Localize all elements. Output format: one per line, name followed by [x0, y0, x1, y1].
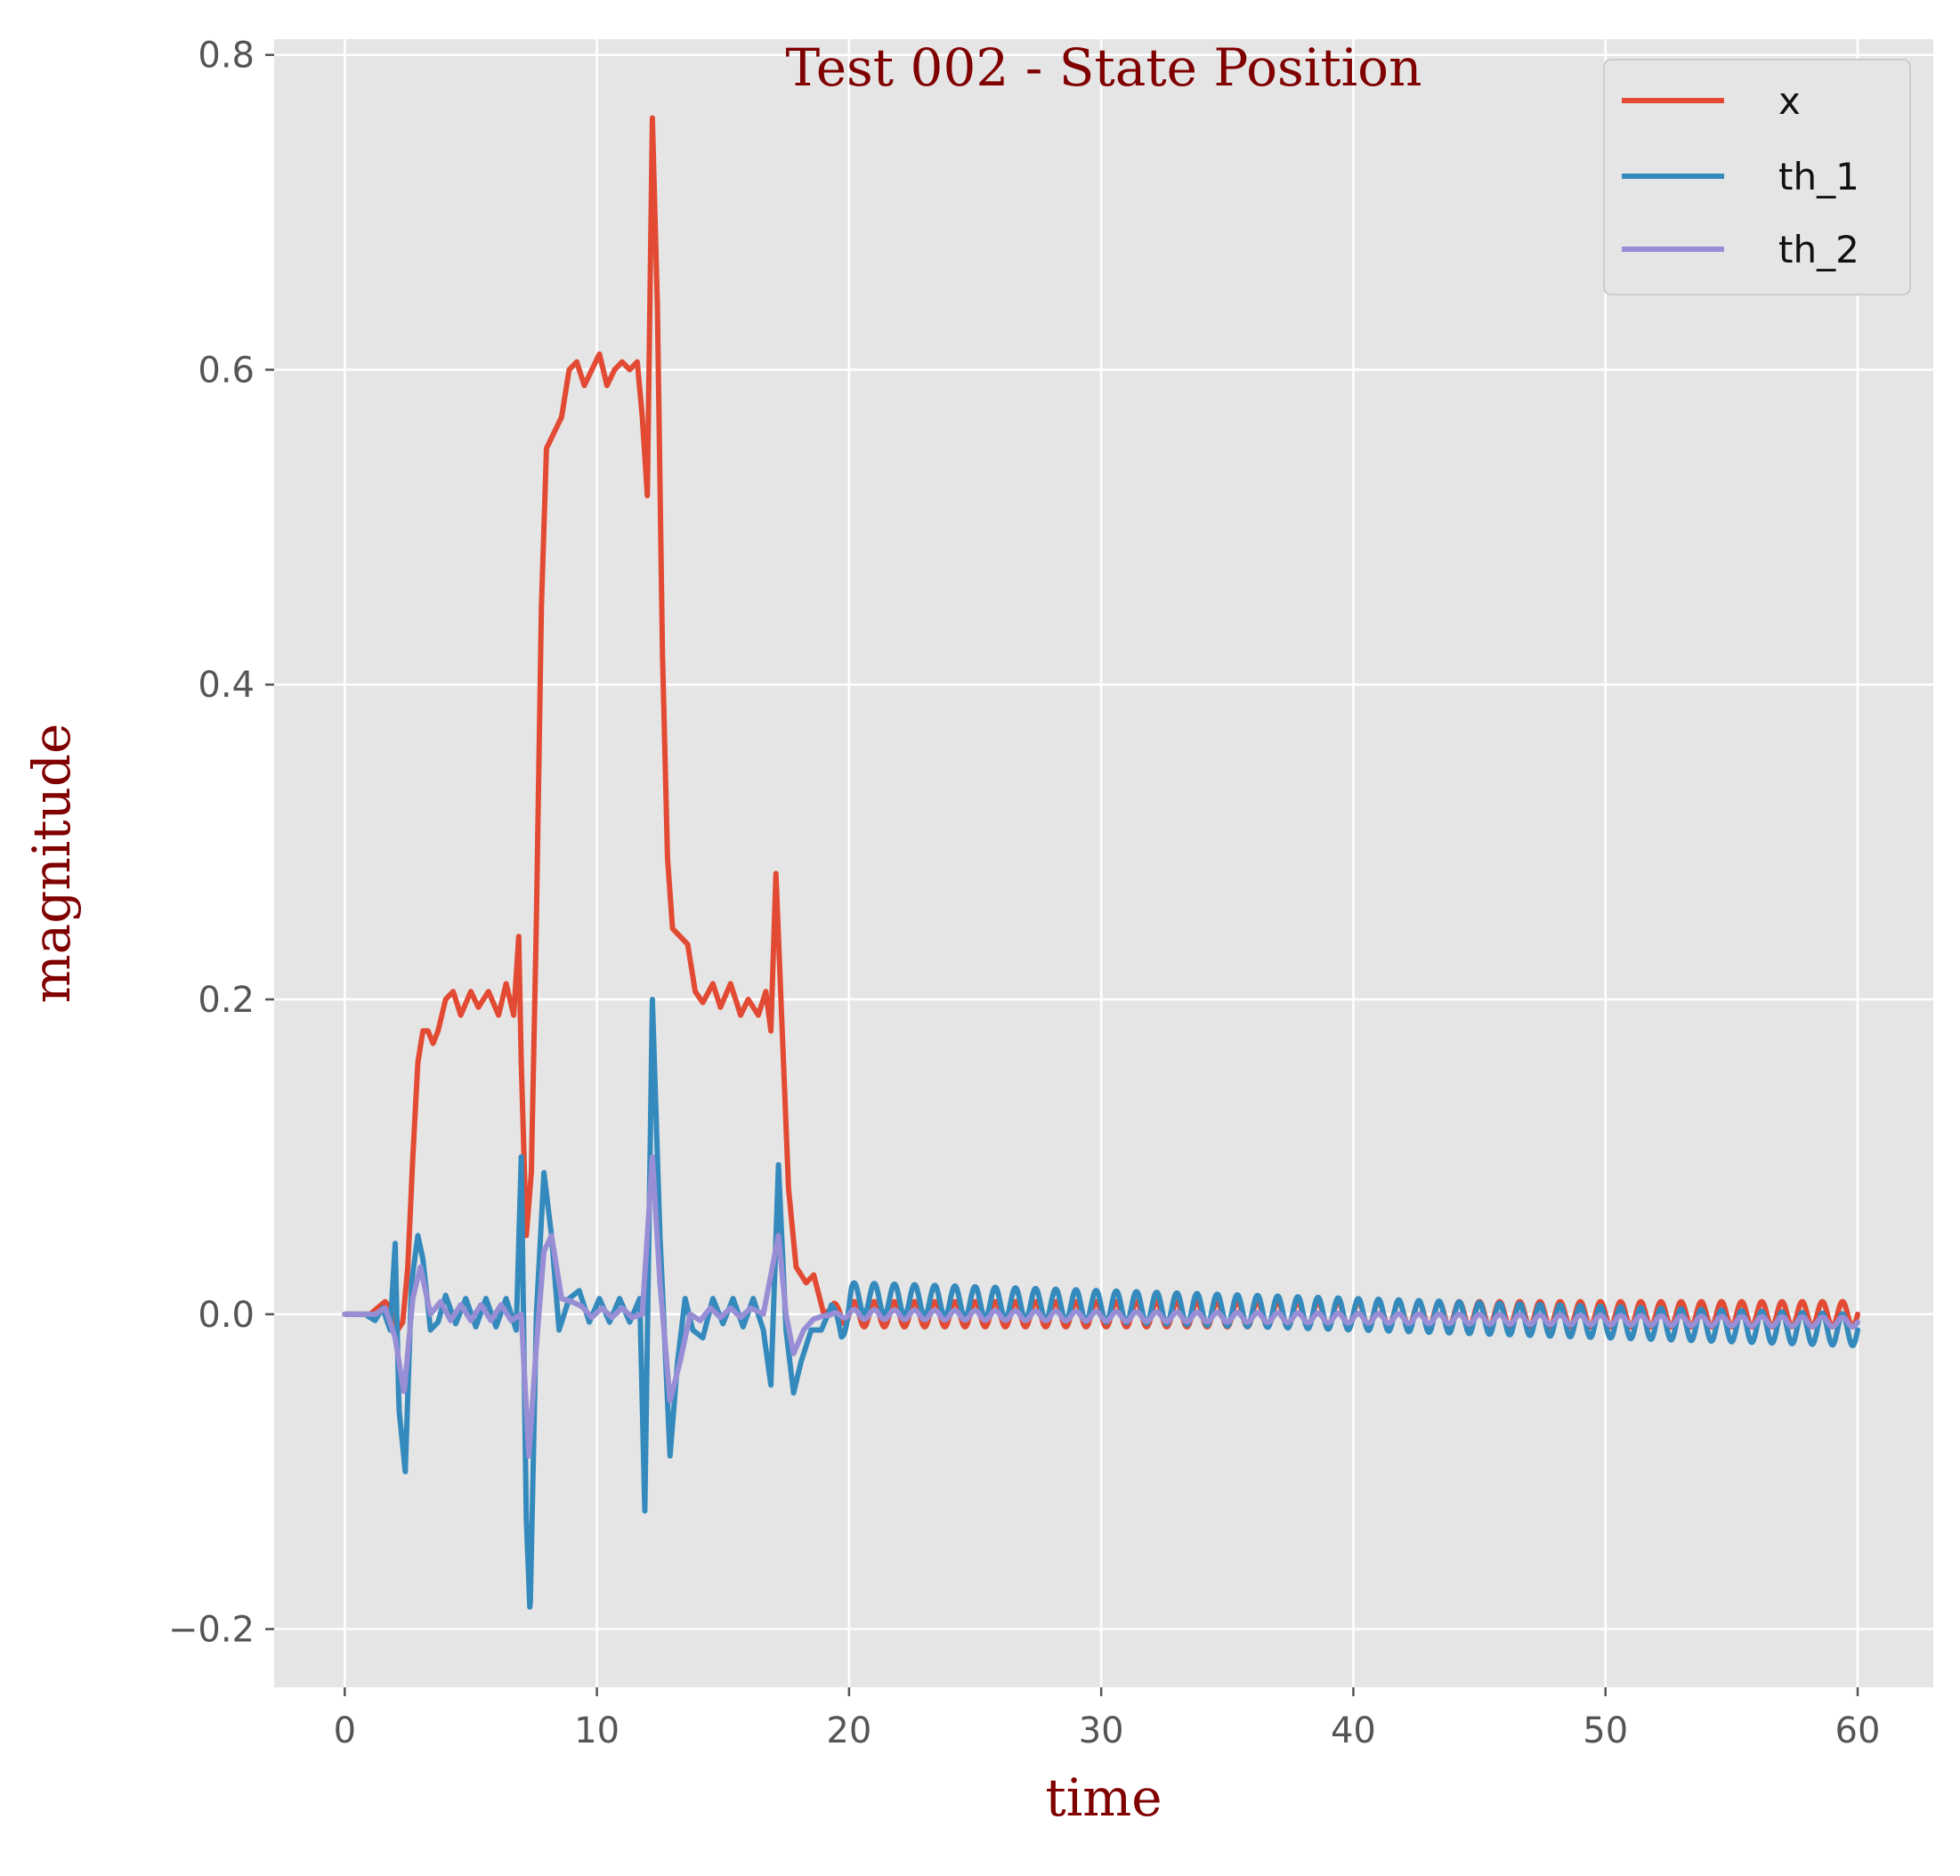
x-tick-label: 40: [1331, 1710, 1376, 1751]
x-tick-label: 50: [1583, 1710, 1628, 1751]
y-tick-label: −0.2: [168, 1610, 255, 1651]
x-tick-label: 20: [826, 1710, 871, 1751]
y-tick-label: 0.8: [198, 36, 255, 77]
series-layer: [342, 115, 1861, 1610]
series-th2-line: [342, 1153, 1861, 1459]
x-axis-label: time: [1045, 1767, 1162, 1828]
y-tick-label: 0.2: [198, 980, 255, 1021]
chart-title: Test 002 - State Position: [786, 37, 1422, 98]
x-tick-label: 0: [334, 1710, 356, 1751]
x-tick-label: 10: [574, 1710, 620, 1751]
y-tick-label: 0.6: [198, 350, 255, 391]
grid: [274, 39, 1933, 1687]
x-tick-label: 30: [1079, 1710, 1124, 1751]
legend-label-th2: th_2: [1778, 228, 1859, 271]
axis-ticks: 0 10 20 30 40 50 60 −0.2 0.0 0.2 0.4 0.6 0.8: [168, 36, 1881, 1751]
x-tick-label: 60: [1835, 1710, 1881, 1751]
y-tick-label: 0.0: [198, 1295, 255, 1336]
legend-label-th1: th_1: [1778, 155, 1859, 198]
legend-box: [1603, 59, 1911, 295]
plot-area: [274, 39, 1933, 1687]
legend: x th_1 th_2: [1603, 59, 1911, 295]
y-tick-label: 0.4: [198, 665, 255, 706]
legend-label-x: x: [1778, 79, 1801, 123]
y-axis-label: magnitude: [21, 724, 82, 1004]
